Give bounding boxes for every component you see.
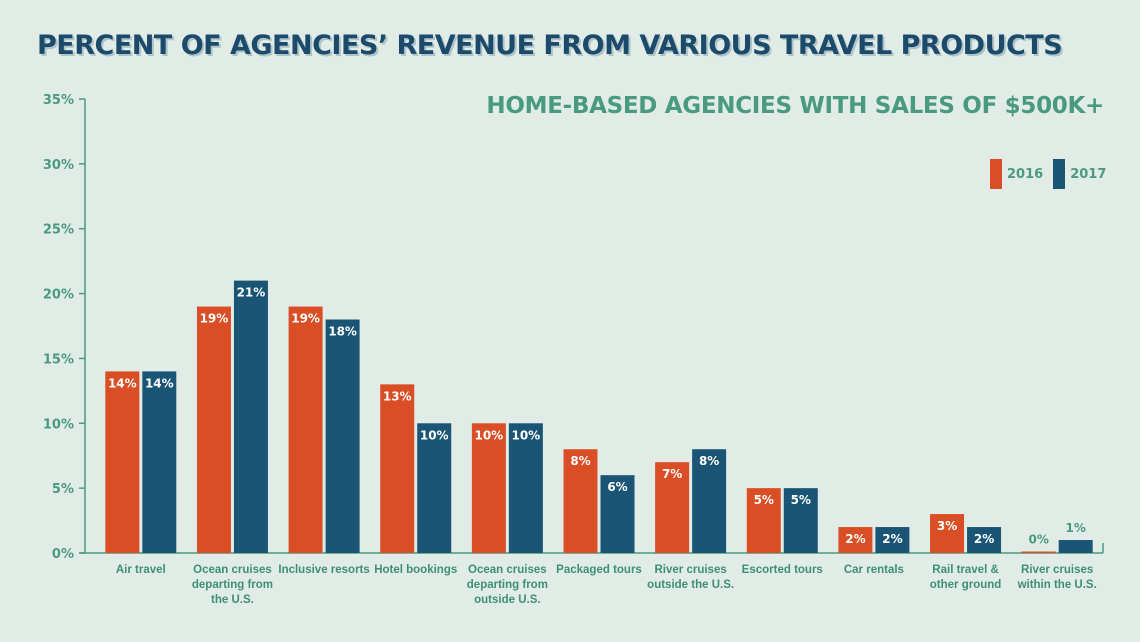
bar-2017 (417, 423, 452, 553)
value-label-2017: 2% (882, 532, 902, 546)
bar-2016 (105, 371, 140, 553)
bar-2017 (325, 319, 360, 553)
value-label-2017: 21% (237, 286, 266, 300)
bar-2017 (967, 527, 1002, 553)
bar-2017 (600, 475, 635, 553)
y-tick-label: 10% (43, 417, 74, 432)
category-label: Rail travel & (932, 564, 998, 576)
y-tick-label: 15% (43, 352, 74, 367)
bar-2016 (288, 306, 323, 553)
category-label: departing from (192, 579, 273, 591)
category-label: Packaged tours (556, 564, 642, 576)
value-label-2016: 10% (474, 428, 503, 442)
bar-2016 (655, 462, 690, 553)
legend-item-2016: 2016 (990, 159, 1043, 189)
bar-2016 (380, 384, 415, 553)
value-label-2016: 2% (845, 532, 865, 546)
bar-2017 (875, 527, 910, 553)
category-label: River cruises (1021, 564, 1093, 576)
bar-2016 (1021, 551, 1056, 553)
value-label-2016: 3% (937, 519, 957, 533)
category-label: River cruises (655, 564, 727, 576)
category-label: Ocean cruises (193, 564, 272, 576)
value-label-2017: 5% (791, 493, 811, 507)
category-label: the U.S. (211, 594, 254, 606)
bar-2017 (142, 371, 177, 553)
bar-2016 (196, 306, 231, 553)
chart-title: PERCENT OF AGENCIES’ REVENUE FROM VARIOU… (37, 30, 1063, 61)
chart-subtitle: HOME-BASED AGENCIES WITH SALES OF $500K+ (486, 93, 1104, 119)
y-tick-label: 25% (43, 223, 74, 238)
value-label-2017: 10% (420, 428, 449, 442)
value-label-2016: 19% (291, 312, 320, 326)
legend: 2016 2017 (990, 159, 1116, 189)
y-tick-label: 35% (43, 93, 74, 108)
legend-label-2016: 2016 (1007, 166, 1044, 182)
bar-2017 (233, 280, 268, 553)
category-label: Car rentals (844, 564, 904, 576)
value-label-2017: 18% (328, 325, 357, 339)
bar-2016 (746, 488, 781, 553)
bar-2017 (692, 449, 727, 553)
category-label: outside the U.S. (647, 579, 734, 591)
y-tick-label: 0% (52, 547, 74, 562)
value-label-2016: 14% (108, 376, 137, 390)
bar-2017 (508, 423, 543, 553)
value-label-2016: 13% (383, 389, 412, 403)
category-label: Escorted tours (742, 564, 823, 576)
bar-2017 (1058, 540, 1093, 553)
y-tick-label: 30% (43, 158, 74, 173)
value-label-2016: 8% (570, 454, 590, 468)
category-label: outside U.S. (474, 594, 540, 606)
bar-2016 (930, 514, 965, 553)
y-tick-label: 5% (52, 482, 74, 497)
y-tick-label: 20% (43, 288, 74, 303)
category-label: Hotel bookings (374, 564, 457, 576)
bar-2017 (783, 488, 818, 553)
value-label-2017: 6% (607, 480, 627, 494)
value-label-2016: 19% (200, 312, 229, 326)
value-label-2016: 5% (754, 493, 774, 507)
category-label: Air travel (116, 564, 166, 576)
legend-swatch-2016 (990, 159, 1002, 189)
category-label: within the U.S. (1017, 579, 1097, 591)
value-label-2017: 8% (699, 454, 719, 468)
value-label-2017: 1% (1065, 521, 1085, 535)
bar-2016 (471, 423, 506, 553)
category-label: other ground (930, 579, 1002, 591)
value-label-2017: 10% (511, 428, 540, 442)
category-label: departing from (467, 579, 548, 591)
category-label: Inclusive resorts (278, 564, 369, 576)
bar-2016 (563, 449, 598, 553)
value-label-2016: 0% (1028, 533, 1048, 547)
legend-item-2017: 2017 (1053, 159, 1106, 189)
category-label: Ocean cruises (468, 564, 547, 576)
legend-swatch-2017 (1053, 159, 1066, 189)
legend-label-2017: 2017 (1070, 166, 1107, 182)
bar-2016 (838, 527, 873, 553)
value-label-2017: 2% (974, 532, 994, 546)
value-label-2016: 7% (662, 467, 682, 481)
value-label-2017: 14% (145, 376, 174, 390)
